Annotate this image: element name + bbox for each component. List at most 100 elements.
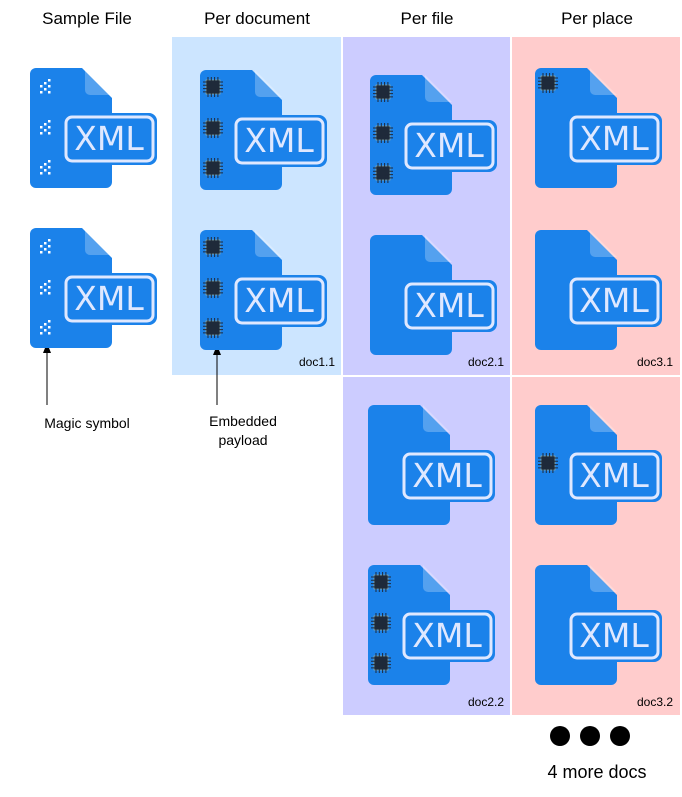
file-fold <box>590 230 617 257</box>
xml-badge <box>232 115 327 167</box>
doc-label: doc3.1 <box>636 355 673 369</box>
file-fold <box>425 75 452 102</box>
xml-badge-frame <box>404 282 495 330</box>
file-fold <box>255 70 282 97</box>
payload-chip <box>205 280 221 296</box>
payload-chip <box>540 75 556 91</box>
magic-dot <box>48 85 51 88</box>
column-header: Per document <box>204 9 310 28</box>
xml-badge-frame <box>404 122 495 170</box>
magic-dot <box>44 88 47 91</box>
magic-dot <box>40 172 43 175</box>
ellipsis-dot <box>610 726 630 746</box>
xml-badge <box>402 280 497 332</box>
payload-chip <box>205 79 221 95</box>
xml-file-icon: XML <box>200 70 327 190</box>
magic-dot <box>44 289 47 292</box>
more-docs: 4 more docs <box>547 762 647 782</box>
xml-label: XML <box>579 281 649 320</box>
payload-chip <box>205 239 221 255</box>
magic-dot <box>48 251 51 254</box>
magic-dot <box>40 332 43 335</box>
xml-file-icon: XML <box>535 230 662 350</box>
magic-dot <box>48 91 51 94</box>
xml-badge <box>62 273 157 325</box>
xml-label: XML <box>74 119 144 158</box>
xml-badge-frame <box>402 452 493 500</box>
file-fold <box>425 235 452 262</box>
payload-chip <box>373 574 389 590</box>
file-fold <box>423 405 450 432</box>
magic-dot <box>48 79 51 82</box>
magic-dot <box>44 123 47 126</box>
column-header: Per place <box>561 9 633 28</box>
magic-dot <box>44 169 47 172</box>
column-header: Sample File <box>42 9 132 28</box>
magic-dot <box>40 91 43 94</box>
magic-dot <box>40 132 43 135</box>
magic-dot <box>44 163 47 166</box>
magic-dot <box>40 251 43 254</box>
xml-badge-frame <box>234 277 325 325</box>
magic-dot <box>48 239 51 242</box>
magic-dot <box>48 166 51 169</box>
magic-dot <box>40 85 43 88</box>
payload-chip <box>373 655 389 671</box>
xml-label: XML <box>414 286 484 325</box>
xml-label: XML <box>244 121 314 160</box>
xml-file-icon: XML <box>30 68 157 188</box>
xml-file-icon: XML <box>370 75 497 195</box>
xml-file-icon: XML <box>535 565 662 685</box>
magic-dot <box>48 326 51 329</box>
magic-dot <box>44 82 47 85</box>
magic-dot <box>40 326 43 329</box>
xml-badge-frame <box>402 612 493 660</box>
doc-label: doc2.1 <box>467 355 504 369</box>
file-fold <box>85 68 112 95</box>
xml-label: XML <box>579 119 649 158</box>
xml-label: XML <box>579 456 649 495</box>
xml-badge <box>567 450 662 502</box>
xml-label: XML <box>414 126 484 165</box>
ellipsis-dot <box>550 726 570 746</box>
xml-badge <box>567 275 662 327</box>
magic-dot <box>44 129 47 132</box>
magic-dot <box>40 292 43 295</box>
magic-dot <box>48 120 51 123</box>
magic-dot <box>44 329 47 332</box>
magic-dot <box>48 280 51 283</box>
ellipsis-dot <box>580 726 600 746</box>
magic-dot <box>48 132 51 135</box>
xml-badge-frame <box>234 117 325 165</box>
magic-dot <box>48 245 51 248</box>
magic-dot <box>44 248 47 251</box>
xml-badge <box>400 450 495 502</box>
magic-dot <box>48 172 51 175</box>
xml-badge <box>567 113 662 165</box>
magic-dot <box>44 242 47 245</box>
xml-file-icon: XML <box>30 228 157 348</box>
xml-file-icon: XML <box>200 230 327 350</box>
payload-chip <box>375 84 391 100</box>
file-fold <box>255 230 282 257</box>
payload-chip <box>205 160 221 176</box>
magic-dot <box>48 320 51 323</box>
magic-dot <box>48 160 51 163</box>
xml-file-icon: XML <box>370 235 497 355</box>
magic-dot <box>48 332 51 335</box>
xml-badge-frame <box>64 115 155 163</box>
xml-label: XML <box>74 279 144 318</box>
magic-dot <box>48 292 51 295</box>
payload-chip <box>540 455 556 471</box>
magic-dot <box>48 286 51 289</box>
xml-badge <box>400 610 495 662</box>
xml-badge-frame <box>569 115 660 163</box>
xml-badge-frame <box>569 277 660 325</box>
xml-file-icon: XML <box>368 405 495 525</box>
annotation: Embedded payload <box>209 413 277 448</box>
annotation: Magic symbol <box>44 415 130 431</box>
magic-dot <box>40 126 43 129</box>
doc-label: doc3.2 <box>636 695 673 709</box>
